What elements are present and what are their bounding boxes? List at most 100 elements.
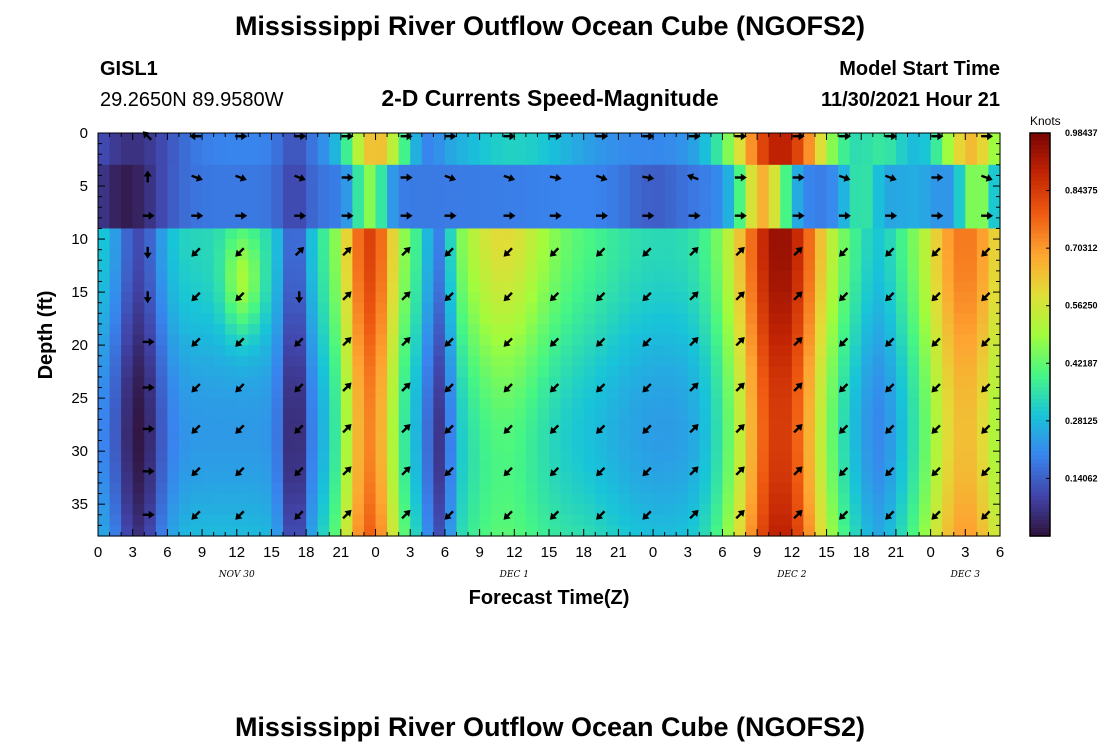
- heatmap-cell: [618, 175, 631, 187]
- heatmap-cell: [271, 398, 284, 410]
- heatmap-cell: [676, 355, 689, 367]
- heatmap-cell: [919, 355, 932, 367]
- heatmap-cell: [895, 217, 909, 230]
- heatmap-cell: [537, 270, 550, 283]
- heatmap-cell: [167, 133, 180, 145]
- heatmap-cell: [560, 313, 573, 325]
- heatmap-cell: [699, 154, 712, 166]
- heatmap-cell: [710, 249, 724, 261]
- heatmap-cell: [387, 164, 400, 177]
- heatmap-cell: [398, 376, 411, 389]
- heatmap-cell: [895, 228, 909, 240]
- heatmap-cell: [340, 270, 354, 283]
- heatmap-cell: [398, 334, 411, 346]
- heatmap-cell: [572, 207, 585, 219]
- heatmap-cell: [306, 196, 319, 208]
- heatmap-cell: [248, 281, 261, 293]
- heatmap-cell: [803, 323, 816, 336]
- heatmap-cell: [838, 366, 851, 378]
- heatmap-cell: [456, 164, 469, 177]
- heatmap-cell: [849, 186, 862, 198]
- heatmap-cell: [653, 323, 666, 336]
- heatmap-cell: [953, 313, 966, 325]
- heatmap-cell: [572, 504, 585, 516]
- heatmap-cell: [502, 154, 515, 166]
- heatmap-cell: [178, 313, 192, 325]
- heatmap-cell: [803, 207, 816, 219]
- colorbar-swatch: [1030, 531, 1050, 537]
- heatmap-cell: [121, 217, 134, 230]
- heatmap-cell: [132, 461, 145, 473]
- heatmap-cell: [144, 398, 157, 410]
- heatmap-cell: [340, 345, 354, 357]
- heatmap-cell: [722, 175, 735, 187]
- heatmap-cell: [271, 493, 284, 505]
- heatmap-cell: [283, 334, 296, 346]
- heatmap-cell: [190, 143, 203, 155]
- heatmap-cell: [236, 345, 249, 357]
- heatmap-cell: [387, 175, 400, 187]
- heatmap-cell: [583, 217, 596, 230]
- heatmap-cell: [653, 164, 666, 177]
- heatmap-cell: [965, 186, 978, 198]
- heatmap-cell: [236, 281, 249, 293]
- heatmap-cell: [317, 514, 330, 526]
- heatmap-cell: [629, 302, 643, 314]
- heatmap-cell: [537, 175, 550, 187]
- heatmap-cell: [271, 154, 284, 166]
- heatmap-cell: [98, 207, 111, 219]
- heatmap-cell: [190, 504, 203, 516]
- heatmap-cell: [919, 133, 932, 145]
- heatmap-cell: [433, 334, 446, 346]
- heatmap-cell: [433, 186, 446, 198]
- heatmap-cell: [641, 419, 654, 431]
- heatmap-cell: [907, 376, 920, 389]
- y-tick-label: 30: [71, 443, 88, 460]
- heatmap-cell: [225, 514, 238, 526]
- heatmap-cell: [907, 493, 920, 505]
- heatmap-cell: [803, 451, 816, 463]
- colorbar-swatch: [1030, 358, 1050, 364]
- heatmap-cell: [444, 482, 458, 495]
- heatmap-cell: [768, 239, 781, 251]
- heatmap-cell: [849, 514, 862, 526]
- heatmap-cell: [340, 143, 354, 155]
- heatmap-cell: [109, 281, 122, 293]
- heatmap-cell: [398, 143, 411, 155]
- heatmap-cell: [722, 154, 735, 166]
- heatmap-cell: [329, 440, 342, 452]
- heatmap-cell: [838, 429, 851, 442]
- heatmap-cell: [514, 239, 527, 251]
- heatmap-cell: [988, 429, 1001, 442]
- heatmap-cell: [398, 133, 411, 145]
- x-axis: 0 3 6 9 12 15 18 21 0 3 6 9 12 15 18 21 0 3 6 9 12 15 18 21 0 3 6N…: [94, 133, 1004, 580]
- heatmap-cell: [178, 366, 192, 378]
- heatmap-cell: [456, 419, 469, 431]
- heatmap-cell: [872, 239, 885, 251]
- heatmap-cell: [491, 239, 504, 251]
- heatmap-cell: [757, 334, 770, 346]
- heatmap-cell: [618, 472, 631, 484]
- heatmap-cell: [283, 429, 296, 442]
- x-tick-label: 15: [818, 544, 835, 561]
- heatmap-cell: [664, 281, 677, 293]
- heatmap-cell: [178, 143, 192, 155]
- heatmap-cell: [780, 186, 793, 198]
- heatmap-cell: [687, 260, 700, 272]
- heatmap-cell: [722, 313, 735, 325]
- heatmap-cell: [618, 429, 631, 442]
- colorbar-swatch: [1030, 503, 1050, 509]
- heatmap-cell: [976, 196, 990, 208]
- heatmap-cell: [121, 355, 134, 367]
- heatmap-cell: [884, 366, 897, 378]
- heatmap-cell: [919, 440, 932, 452]
- heatmap-cell: [421, 482, 434, 495]
- heatmap-cell: [710, 302, 724, 314]
- heatmap-cell: [456, 292, 469, 304]
- heatmap-cell: [745, 154, 758, 166]
- heatmap-cell: [907, 260, 920, 272]
- heatmap-cell: [271, 408, 284, 420]
- heatmap-cell: [595, 154, 608, 166]
- heatmap-cell: [444, 228, 458, 240]
- heatmap-cell: [953, 451, 966, 463]
